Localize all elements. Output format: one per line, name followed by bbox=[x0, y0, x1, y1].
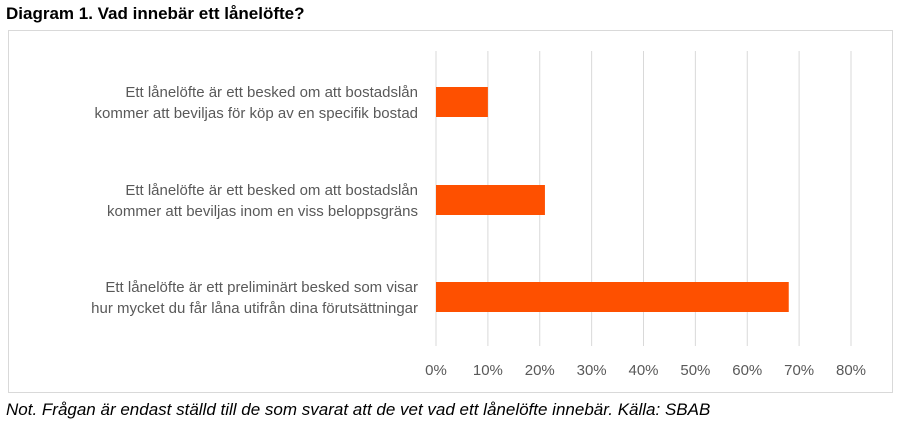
x-tick-label: 50% bbox=[680, 362, 710, 379]
category-label: Ett lånelöfte är ett preliminärt besked … bbox=[91, 279, 418, 317]
bar bbox=[436, 87, 488, 117]
x-tick-label: 30% bbox=[577, 362, 607, 379]
chart-title: Diagram 1. Vad innebär ett lånelöfte? bbox=[6, 4, 305, 23]
bars bbox=[436, 87, 789, 312]
category-label-line: Ett lånelöfte är ett besked om att bosta… bbox=[125, 84, 418, 101]
category-label-line: hur mycket du får låna utifrån dina föru… bbox=[91, 300, 418, 317]
x-tick-label: 60% bbox=[732, 362, 762, 379]
x-tick-label: 0% bbox=[425, 362, 447, 379]
x-tick-label: 10% bbox=[473, 362, 503, 379]
chart-note: Not. Frågan är endast ställd till de som… bbox=[6, 400, 711, 419]
category-label-line: Ett lånelöfte är ett preliminärt besked … bbox=[105, 279, 418, 296]
x-tick-labels: 0% 10% 20% 30% 40% 50% 60% 70% 80% bbox=[425, 362, 866, 379]
category-label: Ett lånelöfte är ett besked om att bosta… bbox=[107, 182, 418, 220]
x-tick-label: 20% bbox=[525, 362, 555, 379]
category-label: Ett lånelöfte är ett besked om att bosta… bbox=[95, 84, 418, 122]
bar-chart: Ett lånelöfte är ett besked om att bosta… bbox=[91, 51, 866, 379]
bar bbox=[436, 282, 789, 312]
x-tick-label: 70% bbox=[784, 362, 814, 379]
category-label-line: Ett lånelöfte är ett besked om att bosta… bbox=[125, 182, 418, 199]
category-label-line: kommer att beviljas inom en viss belopps… bbox=[107, 203, 418, 220]
bar bbox=[436, 185, 545, 215]
x-tick-label: 80% bbox=[836, 362, 866, 379]
category-labels: Ett lånelöfte är ett besked om att bosta… bbox=[91, 84, 418, 317]
category-label-line: kommer att beviljas för köp av en specif… bbox=[95, 105, 418, 122]
chart-frame: Ett lånelöfte är ett besked om att bosta… bbox=[8, 30, 893, 393]
x-tick-label: 40% bbox=[628, 362, 658, 379]
